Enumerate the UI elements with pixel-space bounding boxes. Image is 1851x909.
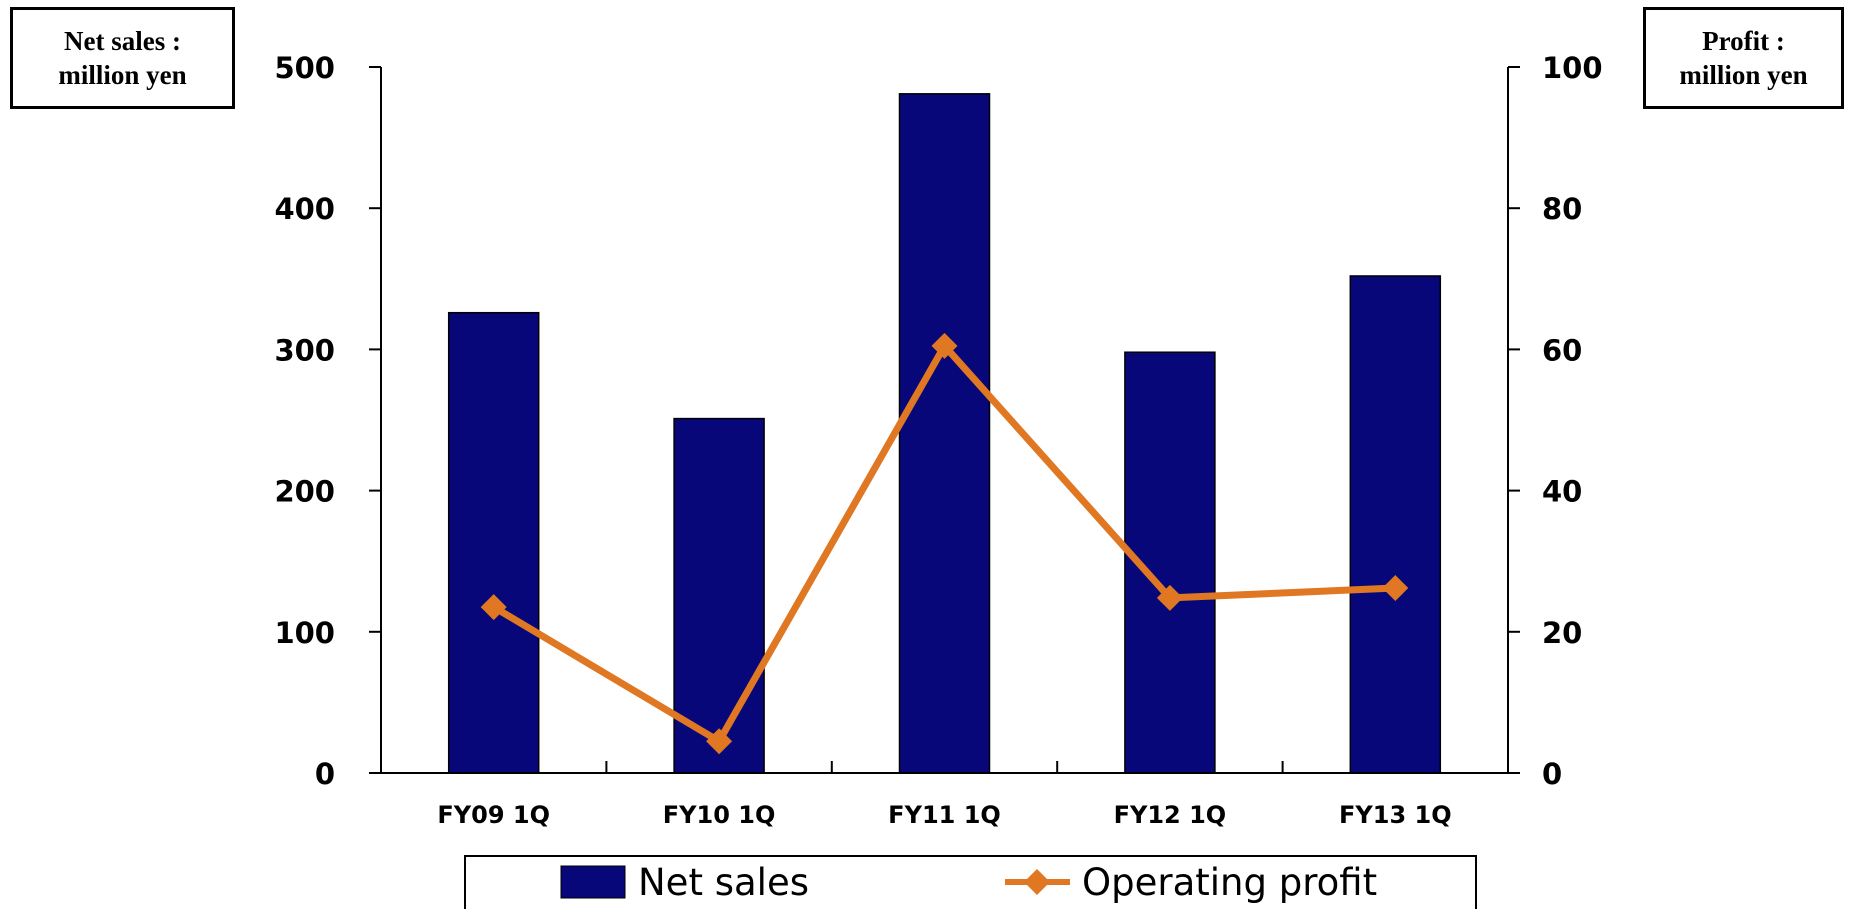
- left-tick-label-100: 100: [274, 616, 335, 650]
- legend-net-sales-label: Net sales: [638, 861, 809, 904]
- operating-profit-point-fy11-1q: [931, 332, 958, 359]
- right-tick-label-0: 0: [1542, 757, 1562, 791]
- legend-box: [464, 855, 1477, 909]
- left-tick-label-200: 200: [274, 475, 335, 509]
- x-tick-label-fy09-1q: FY09 1Q: [437, 801, 550, 829]
- axes-group: [369, 66, 1520, 774]
- x-tick-label-fy10-1q: FY10 1Q: [663, 801, 776, 829]
- labels-group: 0 100 200 300 400 500 0 20 40 60 80 100 FY09 1Q FY10 …: [274, 51, 1602, 829]
- left-unit-line2: million yen: [58, 60, 187, 90]
- bar-fy09-1q: [447, 311, 540, 774]
- bar-fy10-1q: [673, 417, 765, 774]
- left-axis-unit-label: Net sales : million yen: [10, 7, 235, 109]
- operating-profit-point-fy12-1q: [1156, 584, 1183, 611]
- legend-net-sales-swatch: [560, 865, 626, 899]
- left-tick-label-0: 0: [315, 757, 335, 791]
- bars-group: [447, 93, 1442, 774]
- left-tick-label-300: 300: [274, 333, 335, 367]
- operating-profit-point-fy09-1q: [480, 594, 507, 621]
- legend: Net sales Operating profit: [464, 855, 1477, 909]
- right-axis-unit-label: Profit : million yen: [1643, 7, 1844, 109]
- right-tick-label-20: 20: [1542, 616, 1582, 650]
- operating-profit-point-fy13-1q: [1382, 575, 1409, 602]
- x-tick-label-fy12-1q: FY12 1Q: [1114, 801, 1227, 829]
- legend-operating-profit-label: Operating profit: [1082, 861, 1377, 904]
- right-tick-label-100: 100: [1542, 51, 1603, 85]
- right-unit-line1: Profit :: [1702, 26, 1785, 56]
- left-tick-label-400: 400: [274, 192, 335, 226]
- operating-profit-point-fy10-1q: [706, 728, 733, 755]
- bar-fy11-1q: [898, 93, 991, 774]
- x-tick-label-fy11-1q: FY11 1Q: [888, 801, 1001, 829]
- line-series-group: [480, 332, 1409, 755]
- legend-operating-profit-marker: [1024, 869, 1050, 895]
- left-tick-label-500: 500: [274, 51, 335, 85]
- right-unit-line2: million yen: [1679, 60, 1808, 90]
- right-tick-label-80: 80: [1542, 192, 1582, 226]
- right-tick-label-40: 40: [1542, 475, 1582, 509]
- right-tick-label-60: 60: [1542, 333, 1582, 367]
- left-unit-line1: Net sales :: [64, 26, 181, 56]
- x-tick-label-fy13-1q: FY13 1Q: [1339, 801, 1452, 829]
- bar-fy13-1q: [1349, 275, 1442, 774]
